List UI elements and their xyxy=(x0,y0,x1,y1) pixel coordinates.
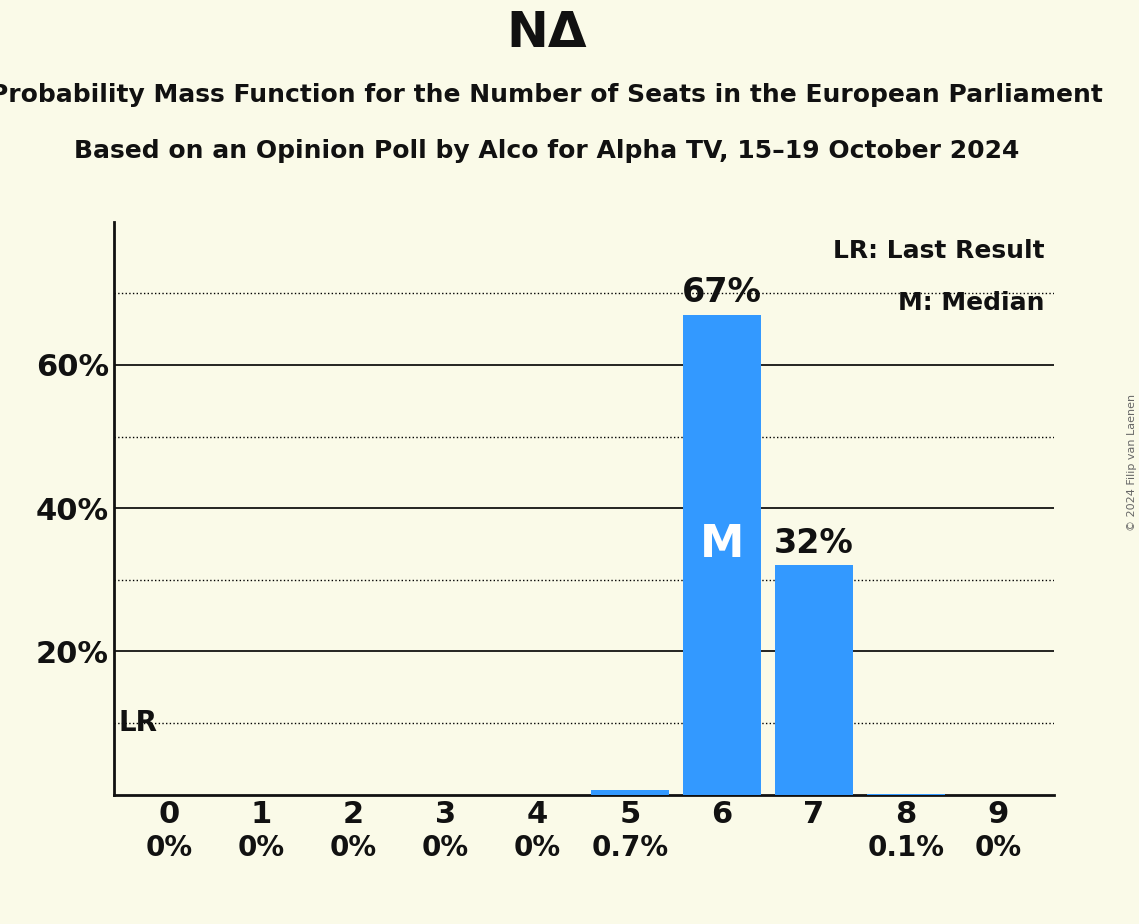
Text: 0%: 0% xyxy=(238,834,285,862)
Text: M: M xyxy=(699,522,744,565)
Text: 0%: 0% xyxy=(514,834,562,862)
Text: M: Median: M: Median xyxy=(898,290,1044,314)
Text: 0%: 0% xyxy=(975,834,1022,862)
Text: Probability Mass Function for the Number of Seats in the European Parliament: Probability Mass Function for the Number… xyxy=(0,83,1104,107)
Bar xyxy=(591,790,669,795)
Bar xyxy=(682,315,761,795)
Text: © 2024 Filip van Laenen: © 2024 Filip van Laenen xyxy=(1126,394,1137,530)
Text: NΔ: NΔ xyxy=(507,9,587,57)
Text: 0%: 0% xyxy=(421,834,469,862)
Text: 0%: 0% xyxy=(146,834,192,862)
Text: LR: Last Result: LR: Last Result xyxy=(833,239,1044,263)
Text: 32%: 32% xyxy=(775,527,854,560)
Text: 0.1%: 0.1% xyxy=(868,834,944,862)
Text: 0%: 0% xyxy=(330,834,377,862)
Text: 67%: 67% xyxy=(682,276,762,310)
Text: 0.7%: 0.7% xyxy=(591,834,669,862)
Bar xyxy=(775,565,853,795)
Text: LR: LR xyxy=(118,709,157,737)
Text: Based on an Opinion Poll by Alco for Alpha TV, 15–19 October 2024: Based on an Opinion Poll by Alco for Alp… xyxy=(74,139,1019,163)
